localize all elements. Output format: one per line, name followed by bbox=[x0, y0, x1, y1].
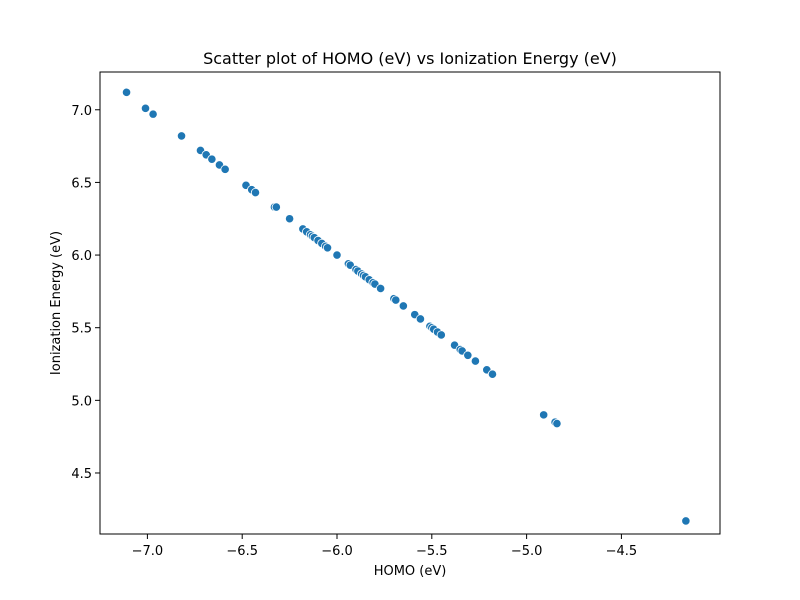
x-tick-label: −5.5 bbox=[416, 544, 448, 559]
data-point bbox=[332, 250, 342, 260]
y-axis: 4.5 5.0 5.5 6.0 6.5 7.0 bbox=[71, 104, 100, 482]
data-point bbox=[207, 154, 217, 164]
data-point bbox=[391, 295, 401, 305]
data-point bbox=[415, 314, 426, 324]
data-points bbox=[121, 87, 691, 526]
data-point bbox=[271, 202, 281, 212]
data-point bbox=[322, 243, 333, 253]
data-point bbox=[220, 164, 230, 174]
y-axis-label: Ionization Energy (eV) bbox=[49, 231, 64, 375]
x-axis-label: HOMO (eV) bbox=[374, 564, 447, 579]
data-point bbox=[681, 516, 691, 526]
data-point bbox=[376, 283, 386, 294]
y-tick-label: 6.5 bbox=[71, 176, 92, 191]
x-tick-label: −6.5 bbox=[226, 544, 258, 559]
data-point bbox=[176, 131, 187, 141]
x-tick-label: −5.0 bbox=[511, 544, 543, 559]
data-point bbox=[552, 418, 562, 429]
y-tick-label: 6.0 bbox=[71, 249, 92, 264]
data-point bbox=[487, 369, 498, 379]
data-point bbox=[121, 87, 132, 97]
data-point bbox=[284, 214, 295, 224]
chart-title: Scatter plot of HOMO (eV) vs Ionization … bbox=[203, 49, 617, 68]
x-axis: −7.0 −6.5 −6.0 −5.5 −5.0 −4.5 bbox=[132, 534, 638, 559]
data-point bbox=[463, 350, 473, 360]
data-point bbox=[148, 109, 158, 119]
y-tick-label: 4.5 bbox=[71, 467, 92, 482]
data-point bbox=[436, 330, 446, 340]
y-tick-label: 5.0 bbox=[71, 394, 92, 409]
x-tick-label: −4.5 bbox=[606, 544, 638, 559]
data-point bbox=[539, 410, 549, 420]
y-tick-label: 5.5 bbox=[71, 322, 92, 337]
y-tick-label: 7.0 bbox=[71, 104, 92, 119]
data-point bbox=[398, 301, 408, 311]
data-point bbox=[470, 356, 481, 366]
data-point bbox=[140, 103, 151, 113]
data-point bbox=[250, 187, 261, 198]
x-tick-label: −7.0 bbox=[132, 544, 164, 559]
x-tick-label: −6.0 bbox=[321, 544, 353, 559]
plot-frame bbox=[99, 71, 721, 535]
